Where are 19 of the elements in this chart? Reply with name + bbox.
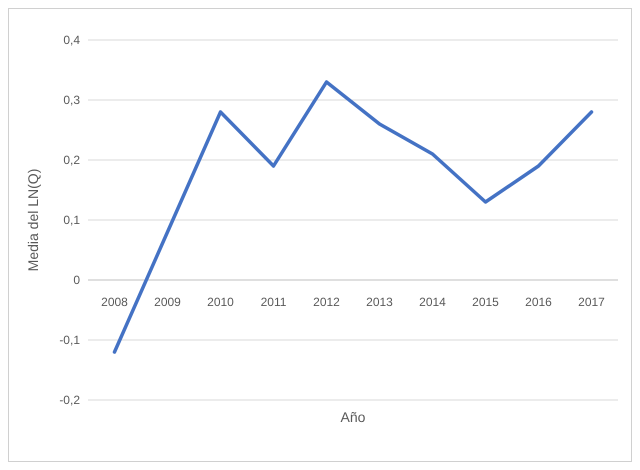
- x-tick-label: 2011: [260, 295, 287, 309]
- y-tick-label: 0,3: [63, 93, 80, 108]
- x-tick-label: 2009: [154, 295, 182, 309]
- x-tick-label: 2017: [578, 295, 606, 309]
- x-tick-label: 2013: [366, 295, 394, 309]
- x-tick-label: 2014: [419, 295, 446, 309]
- y-tick-label: 0: [73, 273, 80, 288]
- x-tick-label: 2016: [525, 295, 552, 309]
- y-tick-label: -0,1: [59, 333, 80, 348]
- x-tick-label: 2008: [101, 295, 128, 309]
- y-tick-label: -0,2: [59, 393, 80, 408]
- y-tick-label: 0,2: [63, 153, 80, 168]
- y-axis-title: Media del LN(Q): [25, 168, 41, 272]
- x-axis-title: Año: [340, 409, 366, 425]
- y-tick-label: 0,1: [63, 213, 80, 228]
- x-tick-label: 2010: [207, 295, 234, 309]
- x-tick-label: 2015: [472, 295, 500, 309]
- y-tick-label: 0,4: [63, 33, 80, 48]
- x-tick-label: 2012: [313, 295, 340, 309]
